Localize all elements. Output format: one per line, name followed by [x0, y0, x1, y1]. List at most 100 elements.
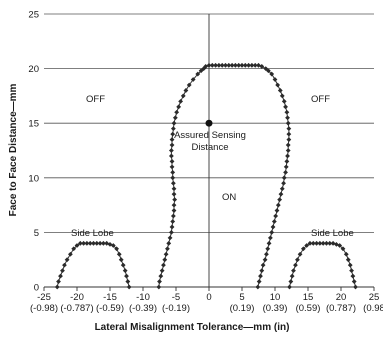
- data-point-marker: [256, 279, 262, 284]
- y-tick-label: 10: [28, 173, 39, 184]
- data-point-marker: [54, 284, 60, 290]
- x-axis-title: Lateral Misalignment Tolerance—mm (in): [95, 322, 290, 333]
- y-tick-label: 25: [28, 10, 39, 21]
- data-point-marker: [60, 268, 65, 274]
- data-point-marker: [171, 202, 177, 208]
- data-point-marker: [170, 131, 176, 137]
- data-point-marker: [269, 230, 275, 235]
- data-point-marker: [337, 243, 343, 248]
- x-tick-label-inch: (-0.59): [96, 303, 124, 314]
- data-point-marker: [190, 77, 196, 82]
- data-point-marker: [167, 235, 173, 241]
- data-point-marker: [219, 62, 225, 68]
- data-point-marker: [297, 251, 303, 257]
- data-point-marker: [340, 246, 346, 252]
- data-point-marker: [259, 268, 265, 274]
- data-point-marker: [77, 240, 83, 246]
- data-point-marker: [159, 268, 165, 274]
- y-tick-label: 15: [28, 119, 39, 130]
- x-tick-label-mm: -15: [103, 292, 117, 303]
- x-tick-label-mm: 0: [206, 292, 211, 303]
- data-point-marker: [263, 66, 269, 71]
- data-point-marker: [209, 62, 215, 68]
- data-point-marker: [255, 284, 261, 290]
- data-point-marker: [171, 208, 177, 213]
- data-point-marker: [300, 246, 306, 252]
- data-point-marker: [178, 98, 184, 104]
- data-point-marker: [110, 243, 116, 248]
- data-point-marker: [279, 93, 285, 99]
- x-tick-label-inch: (0.98: [363, 303, 383, 314]
- data-point-marker: [286, 137, 292, 142]
- data-point-marker: [281, 175, 287, 181]
- x-tick-label-inch: (-0.98): [30, 303, 58, 314]
- data-point-marker: [333, 242, 339, 247]
- data-point-marker: [68, 251, 73, 257]
- data-point-marker: [350, 273, 356, 279]
- data-point-marker: [275, 202, 281, 208]
- data-point-marker: [126, 284, 132, 290]
- data-point-marker: [87, 240, 93, 246]
- x-tick-label-mm: 20: [336, 292, 347, 303]
- data-point-marker: [286, 131, 292, 137]
- data-point-marker: [81, 240, 86, 246]
- x-tick-label-mm: 5: [239, 292, 244, 303]
- data-point-marker: [169, 224, 175, 230]
- data-point-marker: [351, 279, 357, 284]
- data-point-marker: [281, 98, 287, 104]
- data-point-marker: [186, 82, 192, 88]
- data-point-marker: [163, 251, 169, 257]
- side-lobe-right-label: Side Lobe: [311, 228, 354, 239]
- data-point-marker: [226, 62, 232, 68]
- data-point-marker: [273, 213, 279, 219]
- data-point-marker: [288, 279, 294, 284]
- data-point-marker: [327, 240, 333, 246]
- data-point-marker: [58, 273, 63, 279]
- data-point-marker: [289, 273, 295, 279]
- data-point-marker: [170, 175, 176, 181]
- data-point-marker: [283, 104, 288, 110]
- data-point-marker: [285, 148, 291, 153]
- data-point-marker: [116, 251, 122, 257]
- data-point-marker: [278, 191, 284, 197]
- data-point-marker: [170, 169, 176, 175]
- data-point-marker: [165, 246, 170, 252]
- data-point-marker: [239, 62, 245, 68]
- data-point-marker: [158, 273, 164, 279]
- x-tick-label-inch: (-0.39): [129, 303, 157, 314]
- data-point-marker: [249, 62, 255, 68]
- x-tick-label-mm: -20: [70, 292, 84, 303]
- data-point-marker: [176, 104, 182, 110]
- data-point-marker: [236, 62, 242, 68]
- data-point-marker: [84, 240, 90, 246]
- data-point-marker: [168, 153, 174, 159]
- assured-sensing-point: [205, 119, 213, 127]
- series-line: [289, 242, 356, 288]
- data-point-marker: [246, 62, 251, 68]
- x-tick-label-inch: (0.787): [326, 303, 356, 314]
- data-point-marker: [203, 64, 209, 69]
- data-point-marker: [271, 219, 277, 224]
- data-point-marker: [223, 62, 228, 68]
- x-tick-label-mm: 25: [369, 292, 380, 303]
- data-point-marker: [286, 126, 292, 132]
- data-point-marker: [295, 257, 300, 263]
- data-point-marker: [216, 62, 222, 68]
- data-point-marker: [125, 279, 131, 284]
- data-point-marker: [198, 68, 204, 74]
- off-right-label: OFF: [311, 94, 330, 105]
- y-tick-label: 20: [28, 64, 39, 75]
- x-tick-label-inch: (0.39): [263, 303, 288, 314]
- data-point-marker: [310, 240, 316, 246]
- off-left-label: OFF: [86, 94, 105, 105]
- data-point-marker: [324, 240, 329, 246]
- data-point-marker: [118, 257, 124, 263]
- data-point-marker: [56, 279, 61, 284]
- data-point-marker: [274, 208, 280, 213]
- data-point-marker: [291, 268, 296, 274]
- data-point-marker: [307, 240, 313, 246]
- data-point-marker: [157, 279, 162, 284]
- data-point-marker: [161, 262, 166, 268]
- data-point-marker: [97, 240, 103, 246]
- data-point-marker: [258, 273, 263, 279]
